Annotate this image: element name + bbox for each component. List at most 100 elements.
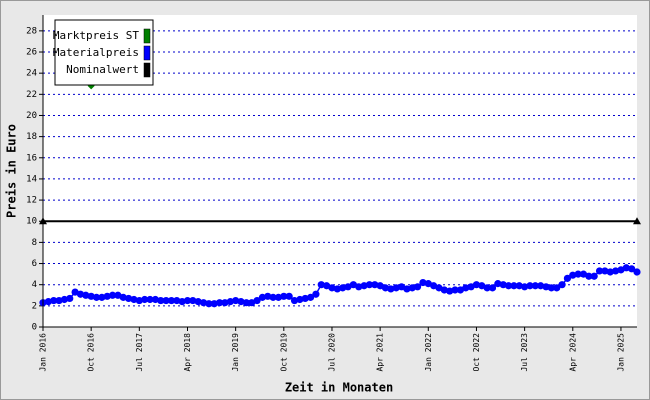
y-tick-label: 0 xyxy=(32,323,37,333)
x-axis-label: Zeit in Monaten xyxy=(285,381,393,395)
point xyxy=(440,286,448,294)
y-tick-label: 8 xyxy=(32,238,37,248)
point xyxy=(274,293,283,301)
x-tick-label: Apr 2018 xyxy=(183,333,192,372)
point xyxy=(285,292,293,300)
point xyxy=(590,272,598,280)
point xyxy=(483,284,491,292)
point xyxy=(504,282,513,290)
point xyxy=(119,293,127,301)
legend-swatch xyxy=(143,28,151,44)
point xyxy=(339,284,347,292)
point xyxy=(601,267,609,275)
point xyxy=(403,285,411,293)
marks xyxy=(39,82,641,308)
point xyxy=(215,299,224,307)
point xyxy=(301,294,309,303)
point xyxy=(232,296,240,305)
point xyxy=(558,281,566,289)
point xyxy=(167,296,176,305)
point xyxy=(55,296,63,305)
point xyxy=(199,299,208,307)
point xyxy=(387,285,395,293)
point xyxy=(173,296,181,305)
point xyxy=(183,296,192,305)
point xyxy=(258,293,267,301)
x-tick-label: Jan 2019 xyxy=(231,333,240,372)
y-tick-label: 24 xyxy=(26,69,37,79)
point xyxy=(494,280,502,288)
point xyxy=(381,284,390,292)
point xyxy=(595,267,604,275)
point xyxy=(585,272,593,280)
point xyxy=(189,296,197,305)
x-tick-label: Jul 2017 xyxy=(135,333,144,372)
point xyxy=(135,296,143,305)
y-tick-label: 6 xyxy=(32,259,37,269)
point xyxy=(146,295,154,304)
legend: Marktpreis ST Materialpreis Nominalwert xyxy=(53,19,154,86)
point xyxy=(162,296,170,305)
point xyxy=(526,282,534,290)
point xyxy=(82,291,90,299)
point xyxy=(542,283,550,291)
point xyxy=(87,292,95,300)
point xyxy=(60,295,69,304)
y-tick-label: 16 xyxy=(26,153,37,163)
legend-label: Marktpreis ST xyxy=(53,29,139,42)
point xyxy=(515,282,523,290)
point xyxy=(92,293,101,301)
point xyxy=(547,284,555,292)
point xyxy=(108,291,117,299)
point xyxy=(306,293,315,301)
point xyxy=(574,270,582,278)
point xyxy=(611,267,620,275)
point xyxy=(451,286,459,294)
point xyxy=(628,265,636,273)
point xyxy=(413,283,422,291)
x-tick-label: Jan 2016 xyxy=(39,333,48,372)
point xyxy=(194,298,202,306)
x-tick-label: Oct 2019 xyxy=(279,333,288,372)
y-tick-label: 4 xyxy=(32,280,37,290)
point xyxy=(44,298,52,306)
y-tick-label: 28 xyxy=(26,26,37,36)
point xyxy=(141,295,149,304)
point xyxy=(296,295,304,304)
point xyxy=(633,268,641,276)
y-tick-label: 18 xyxy=(26,132,37,142)
x-tick-label: Jul 2020 xyxy=(327,333,336,372)
point xyxy=(606,268,614,276)
x-tick-label: Apr 2024 xyxy=(568,333,577,372)
point xyxy=(333,285,341,293)
point xyxy=(205,300,213,308)
point xyxy=(488,284,497,292)
point xyxy=(419,278,427,287)
point xyxy=(633,217,641,225)
point xyxy=(290,296,299,305)
point xyxy=(446,287,454,295)
legend-label: Nominalwert xyxy=(66,63,139,76)
y-tick-label: 12 xyxy=(26,196,37,206)
point xyxy=(312,290,320,298)
point xyxy=(328,284,336,292)
y-tick-label: 22 xyxy=(26,90,37,100)
point xyxy=(210,300,218,308)
legend-swatch xyxy=(143,62,151,78)
point xyxy=(408,284,416,292)
point xyxy=(317,281,325,289)
point xyxy=(622,264,630,272)
point xyxy=(392,284,400,292)
point xyxy=(499,281,507,289)
x-tick-label: Jan 2025 xyxy=(616,333,625,372)
point xyxy=(242,299,250,307)
x-tick-label: Jul 2023 xyxy=(520,333,529,372)
point xyxy=(50,296,58,305)
point xyxy=(531,282,539,290)
point xyxy=(472,281,481,289)
point xyxy=(563,274,572,282)
point xyxy=(226,298,234,306)
point xyxy=(462,284,470,292)
